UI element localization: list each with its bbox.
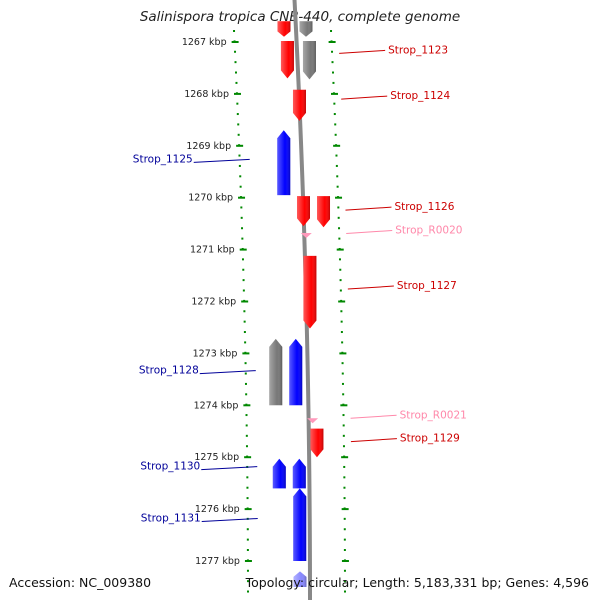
feature-shading	[296, 196, 310, 227]
feature-shading	[292, 458, 306, 489]
feature-shape	[300, 232, 312, 238]
kbp-tick-label: 1277 kbp	[195, 556, 240, 567]
label-leader-line	[201, 466, 258, 471]
feature-shading	[293, 488, 307, 561]
genome-summary-text: Topology: circular; Length: 5,183,331 bp…	[245, 575, 589, 590]
gene-label-strop-r0021[interactable]: Strop_R0021	[350, 409, 467, 421]
feature-shading	[280, 40, 294, 79]
forward-gene-arrow[interactable]	[317, 196, 331, 228]
feature-track	[269, 21, 331, 587]
gene-label-text: Strop_1128	[139, 365, 199, 377]
gene-label-text: Strop_1124	[390, 90, 450, 102]
forward-gene-arrow[interactable]	[277, 21, 291, 37]
gene-label-strop-1126[interactable]: Strop_1126	[345, 201, 455, 213]
forward-gene-arrow[interactable]	[303, 255, 317, 329]
feature-shape	[307, 418, 319, 424]
gene-label-text: Strop_R0020	[395, 225, 462, 237]
feature-shading	[299, 21, 313, 37]
gene-label-text: Strop_1125	[133, 153, 193, 165]
label-leader-line	[341, 95, 388, 100]
gene-label-strop-1125[interactable]: Strop_1125	[133, 153, 250, 165]
reverse-gene-arrow[interactable]	[272, 458, 286, 489]
pseudogene-feature[interactable]	[269, 338, 283, 406]
gene-label-text: Strop_1127	[397, 280, 457, 292]
gene-label-strop-1127[interactable]: Strop_1127	[347, 280, 457, 292]
gene-label-strop-1131[interactable]: Strop_1131	[141, 513, 258, 525]
gene-label-text: Strop_1123	[388, 44, 448, 56]
reverse-gene-arrow[interactable]	[293, 488, 307, 561]
feature-shading	[310, 428, 324, 458]
label-leader-line	[339, 49, 386, 54]
feature-shading	[303, 255, 317, 329]
label-leader-line	[345, 206, 392, 211]
rna-feature[interactable]	[307, 418, 319, 424]
feature-shading	[317, 196, 331, 228]
kbp-tick-label: 1269 kbp	[186, 141, 231, 152]
feature-shading	[269, 338, 283, 406]
genome-title: Salinispora tropica CNB-440, complete ge…	[139, 9, 461, 25]
gene-label-text: Strop_R0021	[400, 409, 467, 421]
forward-gene-arrow[interactable]	[310, 428, 324, 458]
label-leader-line	[201, 518, 258, 523]
feature-shading	[277, 21, 291, 37]
label-leader-line	[193, 158, 250, 163]
gene-label-strop-1129[interactable]: Strop_1129	[350, 433, 460, 445]
reverse-gene-arrow[interactable]	[277, 130, 291, 196]
feature-shading	[277, 130, 291, 196]
gene-label-text: Strop_1126	[394, 201, 454, 213]
kbp-tick-label: 1273 kbp	[193, 348, 238, 359]
accession-text: Accession: NC_009380	[9, 575, 152, 590]
gene-label-strop-1124[interactable]: Strop_1124	[341, 90, 450, 102]
feature-shading	[289, 338, 303, 406]
feature-labels: Strop_1123 Strop_1124 Strop_1125 Strop_1126…	[133, 44, 467, 524]
label-leader-line	[199, 370, 256, 375]
label-leader-line	[346, 230, 393, 235]
kbp-tick-label: 1268 kbp	[184, 89, 229, 100]
rna-feature[interactable]	[300, 232, 312, 238]
gene-label-strop-1123[interactable]: Strop_1123	[339, 44, 448, 56]
right-tick-ruler	[328, 30, 349, 593]
kbp-tick-label: 1276 kbp	[195, 504, 240, 515]
pseudogene-feature[interactable]	[302, 40, 316, 80]
pseudogene-feature[interactable]	[299, 21, 313, 37]
gene-label-text: Strop_1129	[400, 433, 460, 445]
label-leader-line	[350, 438, 397, 443]
gene-label-text: Strop_1130	[140, 461, 200, 473]
label-leader-line	[350, 414, 397, 419]
gene-label-text: Strop_1131	[141, 513, 201, 525]
kbp-tick-labels: 1267 kbp 1268 kbp 1269 kbp 1270 kbp 1271 kbp…	[182, 37, 240, 567]
feature-shading	[293, 571, 307, 587]
kbp-tick-label: 1271 kbp	[190, 245, 235, 256]
label-leader-line	[347, 285, 394, 290]
feature-shading	[302, 40, 316, 80]
reverse-gene-arrow[interactable]	[292, 458, 306, 489]
gene-label-strop-r0020[interactable]: Strop_R0020	[346, 225, 462, 237]
feature-shading	[292, 89, 306, 121]
forward-gene-arrow[interactable]	[292, 89, 306, 121]
gene-label-strop-1128[interactable]: Strop_1128	[139, 365, 256, 377]
forward-gene-arrow[interactable]	[296, 196, 310, 227]
left-tick-ruler	[231, 30, 252, 593]
kbp-tick-label: 1272 kbp	[191, 297, 236, 308]
reverse-gene-arrow[interactable]	[289, 338, 303, 406]
gene-label-strop-1130[interactable]: Strop_1130	[140, 461, 258, 473]
kbp-tick-label: 1270 kbp	[188, 193, 233, 204]
forward-gene-arrow[interactable]	[280, 40, 294, 79]
kbp-tick-label: 1267 kbp	[182, 37, 227, 48]
feature-shading	[272, 458, 286, 489]
kbp-tick-label: 1274 kbp	[194, 400, 239, 411]
reverse-gene-arrow[interactable]	[293, 571, 307, 587]
kbp-tick-label: 1275 kbp	[194, 452, 239, 463]
